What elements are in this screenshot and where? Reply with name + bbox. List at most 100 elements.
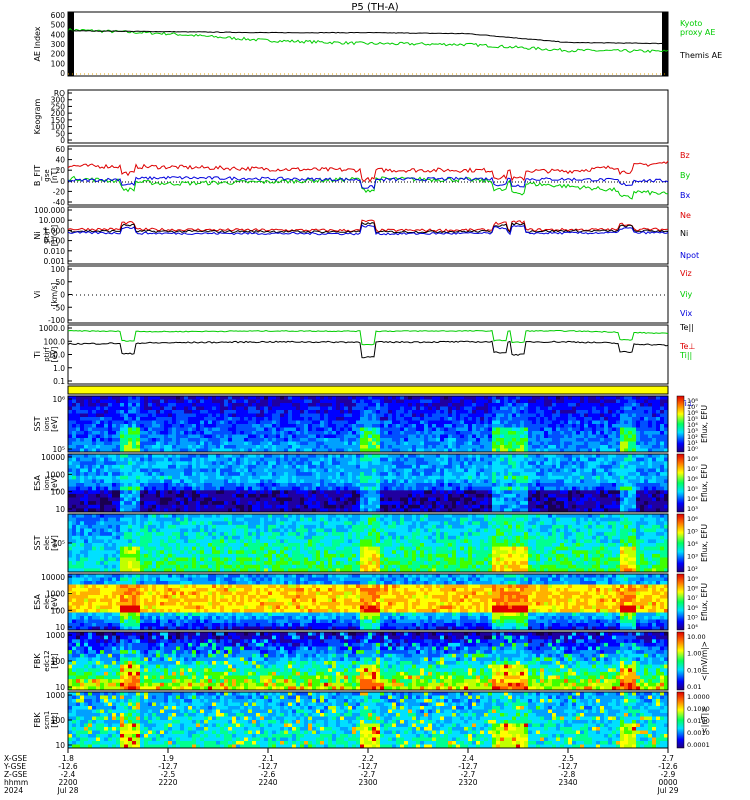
temp-ytick: 0.1 (53, 377, 65, 386)
density-ni-line (67, 221, 669, 234)
velocity-ylabel-unit: [km/s] (50, 282, 59, 306)
sst-ion-ytick: 10⁵ (52, 445, 65, 454)
sst-elec-ylabel-sub: elec (43, 536, 51, 551)
esa-ion-colorbar-tick: 10⁸ (687, 455, 698, 463)
keogram-ytick: 300 (51, 96, 66, 105)
bfield-ytick: -40 (53, 198, 65, 207)
esa-ion-colorbar (676, 453, 685, 513)
footer-value: 2340 (558, 778, 577, 787)
density-ytick: 1.000 (44, 226, 66, 235)
fbk-edc-ylabel-sub: edc12 (43, 650, 51, 672)
ae-legend-item: proxy AE (680, 28, 715, 37)
bfield-by-line (68, 175, 669, 200)
esa-ion-ytick: 1000 (46, 470, 65, 479)
esa-ion-ylabel-sub: ions (43, 475, 51, 490)
ae-ytick: 400 (51, 30, 66, 39)
velocity-ytick: -100 (48, 316, 65, 325)
esa-elec-colorbar (676, 573, 685, 631)
temp-legend-item: Te|| (679, 323, 694, 332)
footer-value: 2.5 (562, 754, 574, 763)
ae-ylabel: AE Index (33, 26, 42, 61)
esa-ion-colorbar-tick: 10⁴ (687, 495, 698, 503)
footer-value: -12.7 (458, 762, 478, 771)
footer-row-label: hhmm (4, 778, 28, 787)
velocity-ytick: -50 (53, 303, 65, 312)
fbk-edc-colorbar-label: <|mV/m|> (700, 641, 709, 681)
ae-themis-line (67, 30, 668, 45)
esa-elec-ylabel-sub: elec (43, 595, 51, 610)
sst-ion-frame (67, 395, 669, 453)
footer-value: 2240 (258, 778, 277, 787)
footer-value: -2.7 (361, 770, 376, 779)
fbk-edc-ytick: 1000 (46, 631, 65, 640)
esa-ion-colorbar-tick: 10³ (687, 505, 698, 513)
density-ytick: 0.001 (44, 257, 66, 266)
density-npot-line (67, 224, 669, 236)
sst-elec-colorbar-tick: 10² (687, 565, 698, 573)
ae-ytick: 600 (51, 11, 66, 20)
sst-elec-colorbar-label: Eflux, EFU (700, 524, 709, 562)
temp-legend-item: Ti|| (679, 351, 692, 360)
footer-row-label: X-GSE (4, 754, 27, 763)
footer-axis: X-GSEY-GSEZ-GSEhhmm20241.8-12.6-2.42200J… (3, 748, 679, 795)
esa-elec-ytick: 100 (51, 606, 66, 615)
bfield-ylabel-sub: gse (43, 169, 51, 181)
footer-value: 1.9 (162, 754, 174, 763)
esa-ion-colorbar-tick: 10⁷ (687, 465, 698, 473)
footer-value: -2.9 (661, 770, 676, 779)
sst-ion-colorbar-tick: 10⁴ (687, 421, 698, 429)
fbk-edc-colorbar-tick: 10.00 (687, 633, 706, 641)
bfield-ytick: 40 (55, 156, 65, 165)
esa-ion-ylabel-unit: [eV] (50, 475, 59, 491)
footer-value: -12.7 (358, 762, 378, 771)
fbk-scm-colorbar-tick: 0.1000 (687, 705, 710, 713)
footer-value: -2.4 (61, 770, 76, 779)
esa-elec-ylabel-unit: [eV] (50, 594, 59, 610)
sst-ion-colorbar-tick: 10⁵ (687, 415, 698, 423)
footer-value: 2220 (158, 778, 177, 787)
sst-elec-spectrogram (68, 514, 669, 573)
esa-ion-colorbar-label: Eflux, EFU (700, 464, 709, 502)
fbk-scm-ylabel-unit: [Hz] (50, 712, 59, 728)
esa-ion-ytick: 10 (55, 505, 65, 514)
footer-value: 2320 (458, 778, 477, 787)
keogram-ytick: 200 (51, 109, 66, 118)
fbk-edc-colorbar-tick: 0.10 (687, 666, 701, 674)
footer-value: Jul 28 (57, 786, 79, 795)
fbk-scm-colorbar-tick: 0.0001 (687, 741, 710, 749)
density-ylabel: Ni (33, 231, 42, 239)
sst-ion-spectrogram (68, 396, 669, 453)
bfield-bx-line (67, 175, 669, 190)
footer-value: 1.8 (62, 754, 74, 763)
fbk-scm-ytick: 1000 (46, 691, 65, 700)
density-legend-item: Npot (680, 251, 699, 260)
velocity-ytick: 0 (60, 291, 65, 300)
footer-value: -2.8 (561, 770, 576, 779)
esa-elec-colorbar-tick: 10⁸ (687, 585, 698, 593)
ae-legend-item: Themis AE (679, 51, 722, 60)
sst-elec-ylabel-unit: [eV] (50, 535, 59, 551)
fbk-edc-ytick: 100 (51, 657, 66, 666)
ae-ytick: 500 (51, 21, 66, 30)
keogram-panel-frame (67, 89, 669, 144)
plot-title: P5 (TH-A) (351, 2, 398, 13)
esa-elec-ytick: 10 (55, 623, 65, 632)
density-legend-item: Ni (680, 229, 688, 238)
temp-legend-item: Ti⊥ (679, 399, 694, 408)
velocity-ylabel: Vi (33, 291, 42, 299)
footer-row-label: 2024 (4, 786, 23, 795)
footer-value: 2300 (358, 778, 377, 787)
esa-elec-colorbar-label: Eflux, EFU (700, 583, 709, 621)
keogram-ytick: 0 (60, 136, 65, 145)
sst-ion-ytick: 10⁶ (52, 395, 65, 404)
bfield-legend-item: Bx (680, 191, 690, 200)
temp-ylabel-sub: ptirf (43, 347, 51, 362)
sst-elec-colorbar (676, 513, 685, 573)
density-ytick: 0.100 (44, 237, 66, 246)
keogram-ytick: 150 (51, 116, 66, 125)
fbk-edc-spectrogram (68, 632, 669, 691)
footer-value: 0000 (658, 778, 677, 787)
keogram-ytick: 50 (55, 129, 65, 138)
